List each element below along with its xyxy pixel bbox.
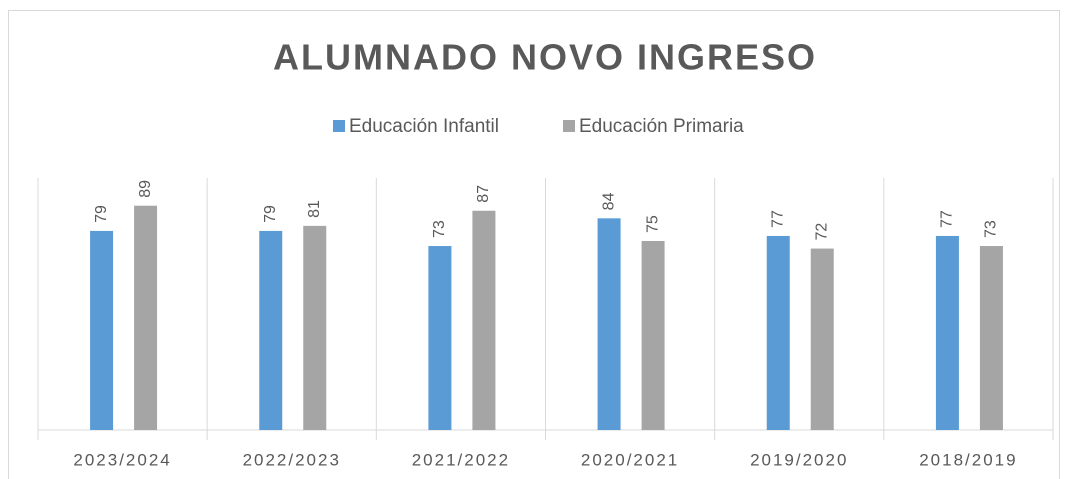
bar [597, 218, 621, 430]
data-label: 73 [983, 220, 1000, 238]
data-label: 81 [306, 200, 323, 218]
data-label: 73 [431, 220, 448, 238]
bar [641, 241, 665, 430]
legend-swatch [333, 120, 345, 132]
bar [979, 246, 1003, 430]
data-label: 75 [644, 215, 661, 233]
legend-label: Educación Primaria [579, 116, 744, 137]
data-label: 84 [600, 192, 617, 210]
chart-title: ALUMNADO NOVO INGRESO [273, 37, 817, 78]
x-tick-label: 2019/2020 [750, 450, 848, 469]
x-tick-label: 2020/2021 [581, 450, 679, 469]
bar [810, 248, 834, 430]
bar [766, 235, 790, 430]
legend-label: Educación Infantil [349, 116, 499, 137]
bar [472, 210, 496, 430]
bar [935, 235, 959, 430]
data-label: 77 [769, 210, 786, 228]
data-label: 77 [939, 210, 956, 228]
x-tick-label: 2023/2024 [73, 450, 171, 469]
x-tick-label: 2018/2019 [919, 450, 1017, 469]
data-label: 87 [475, 185, 492, 203]
x-tick-label: 2021/2022 [412, 450, 510, 469]
bar [303, 225, 327, 430]
bar [259, 230, 283, 430]
data-label: 79 [93, 205, 110, 223]
chart-frame [8, 10, 1060, 479]
bar [134, 205, 158, 430]
x-tick-label: 2022/2023 [243, 450, 341, 469]
bar [90, 230, 114, 430]
legend-swatch [563, 120, 575, 132]
data-label: 72 [813, 223, 830, 241]
bar [428, 246, 452, 430]
data-label: 89 [137, 180, 154, 198]
data-label: 79 [262, 205, 279, 223]
